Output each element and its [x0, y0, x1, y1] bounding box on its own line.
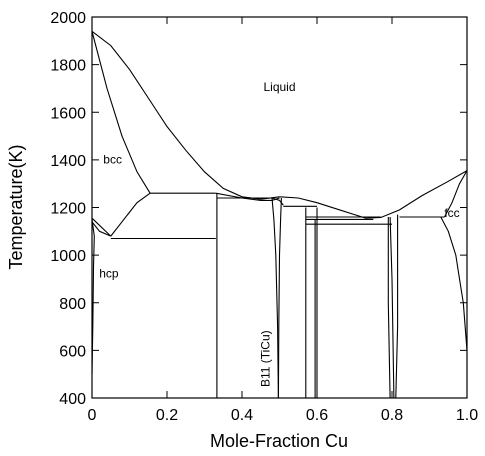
y-tick-label: 800 — [59, 296, 86, 313]
boundary-liquid-bcc-cap — [215, 192, 280, 201]
phase-label: B11 (TiCu) — [258, 330, 272, 387]
boundary-bcc-hcp-lower — [110, 192, 151, 237]
plot-frame — [91, 16, 468, 399]
x-tick-label: 1.0 — [456, 407, 478, 424]
y-tick-label: 400 — [59, 391, 86, 408]
x-axis-label: Mole-Fraction Cu — [210, 431, 348, 451]
boundary-ticu-left — [271, 197, 279, 399]
y-tick-label: 1000 — [50, 248, 86, 265]
y-tick-label: 1400 — [50, 153, 86, 170]
x-tick-label: 0.8 — [381, 407, 403, 424]
phase-label: Liquid — [263, 80, 295, 94]
y-tick-label: 600 — [59, 343, 86, 360]
boundary-fcc-solidus — [444, 170, 468, 218]
y-tick-label: 1800 — [50, 58, 86, 75]
y-axis-ticks: 400 600 800 1000 1200 1400 1600 1800 2000 — [50, 10, 467, 408]
y-tick-label: 2000 — [50, 10, 86, 27]
boundary-compound-d-left — [387, 217, 391, 399]
phase-label: bcc — [103, 152, 122, 166]
x-axis-ticks: 0 0.2 0.4 0.6 0.8 1.0 — [88, 17, 478, 424]
boundary-ticu-right — [277, 197, 282, 399]
boundary-bcc-hcp-upper — [91, 217, 112, 237]
x-tick-label: 0.4 — [231, 407, 253, 424]
boundary-ticu-bottom — [271, 197, 284, 206]
phase-labels: Liquid bcc hcp fcc B11 (TiCu) — [99, 80, 459, 387]
phase-boundaries — [91, 30, 468, 399]
boundary-compound-d-right2 — [395, 214, 399, 399]
boundary-liquidus-left — [91, 30, 280, 200]
y-tick-label: 1600 — [50, 105, 86, 122]
boundary-hcp-edge — [91, 221, 112, 237]
boundary-compound-d-right — [389, 216, 395, 399]
y-axis-label: Temperature(K) — [6, 144, 26, 269]
boundary-fcc-solvus — [440, 216, 468, 351]
x-tick-label: 0.2 — [156, 407, 178, 424]
boundary-bcc-solidus — [91, 31, 151, 194]
phase-label: hcp — [99, 267, 119, 281]
y-tick-label: 1200 — [50, 201, 86, 218]
x-tick-label: 0 — [88, 407, 97, 424]
x-tick-label: 0.6 — [306, 407, 328, 424]
phase-label: fcc — [444, 206, 459, 220]
boundary-liquidus-right — [279, 170, 468, 219]
